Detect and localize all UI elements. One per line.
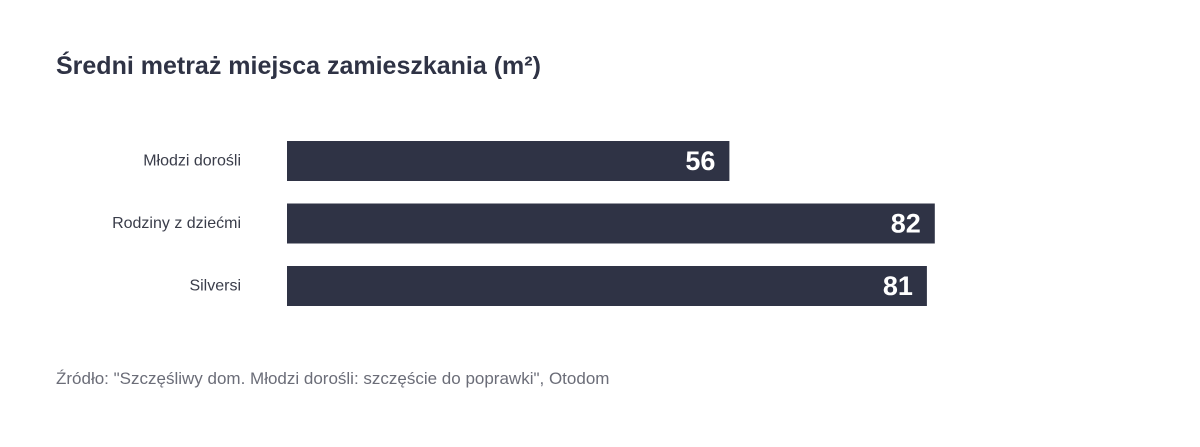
category-label: Młodzi dorośli xyxy=(143,153,241,170)
bar-value-label: 56 xyxy=(685,146,715,176)
bar xyxy=(287,266,927,306)
category-label: Silversi xyxy=(189,278,241,295)
source-note: Źródło: "Szczęśliwy dom. Młodzi dorośli:… xyxy=(56,369,610,388)
bar-value-label: 82 xyxy=(891,209,921,239)
category-label: Rodziny z dziećmi xyxy=(112,215,241,232)
bar xyxy=(287,203,935,244)
chart-title: Średni metraż miejsca zamieszkania (m²) xyxy=(56,52,541,80)
bar-chart: Młodzi dorośli 56 Rodziny z dziećmi 82 Silve… xyxy=(112,141,935,306)
bar xyxy=(287,141,730,181)
bar-value-label: 81 xyxy=(883,271,913,301)
